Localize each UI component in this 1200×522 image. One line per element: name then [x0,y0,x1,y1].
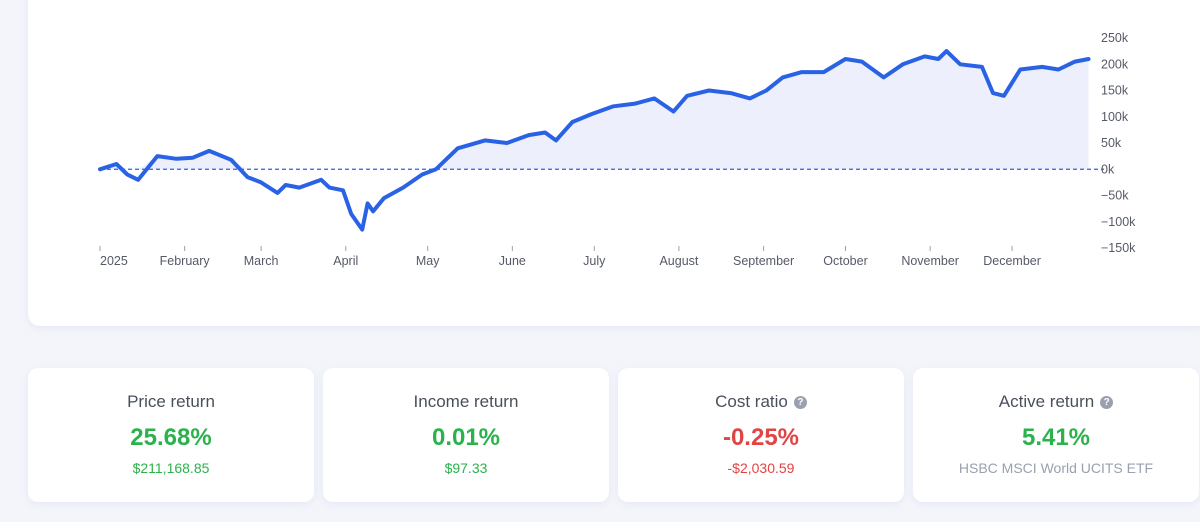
x-tick-label: June [499,254,526,268]
y-tick-label: 250k [1101,31,1129,45]
y-tick-label: 150k [1101,84,1129,98]
stat-card-income-return: Income return 0.01% $97.33 [323,368,609,502]
stat-sub: $211,168.85 [132,460,210,476]
series-line [98,49,1091,232]
stat-title: Active return? [913,392,1199,412]
stat-value: 0.01% [431,424,501,451]
x-tick-label: October [823,254,867,268]
y-tick-label: 200k [1101,57,1129,71]
y-tick-label: 50k [1101,136,1122,150]
stat-card-cost-ratio: Cost ratio? -0.25% -$2,030.59 [618,368,904,502]
x-tick-label: July [583,254,606,268]
x-tick-label: September [733,254,794,268]
y-tick-label: 0k [1101,162,1115,176]
x-tick-label: November [901,254,959,268]
stat-sub: HSBC MSCI World UCITS ETF [958,460,1154,476]
x-tick-label: May [416,254,440,268]
y-tick-label: −100k [1101,215,1136,229]
stat-title: Cost ratio? [618,392,904,412]
stat-title: Price return [127,392,215,411]
area-fill [100,51,1089,170]
stat-value: 5.41% [1021,424,1091,451]
x-tick-label: March [244,254,279,268]
stat-value: 25.68% [130,424,212,451]
stat-value: -0.25% [722,424,800,451]
y-tick-label: −150k [1101,241,1136,255]
x-tick-label: April [333,254,358,268]
question-mark-icon[interactable]: ? [1100,395,1114,409]
stat-sub: -$2,030.59 [727,460,795,476]
stat-sub: $97.33 [444,460,488,476]
y-tick-label: −50k [1101,189,1129,203]
performance-chart[interactable]: 250k 200k 150k 100k 50k 0k −50k −100k −150k 2025 F… [28,0,1200,326]
x-tick-label: August [659,254,698,268]
stat-card-price-return: Price return 25.68% $211,168.85 [28,368,314,502]
x-tick-label: December [983,254,1041,268]
stat-title: Income return [413,392,519,411]
x-tick-label: 2025 [100,254,128,268]
performance-chart-card: 250k 200k 150k 100k 50k 0k −50k −100k −150k 2025 F… [28,0,1200,326]
question-mark-icon[interactable]: ? [793,395,807,409]
stat-card-active-return: Active return? 5.41% HSBC MSCI World UCI… [913,368,1199,502]
x-tick-label: February [160,254,211,268]
y-tick-label: 100k [1101,110,1129,124]
